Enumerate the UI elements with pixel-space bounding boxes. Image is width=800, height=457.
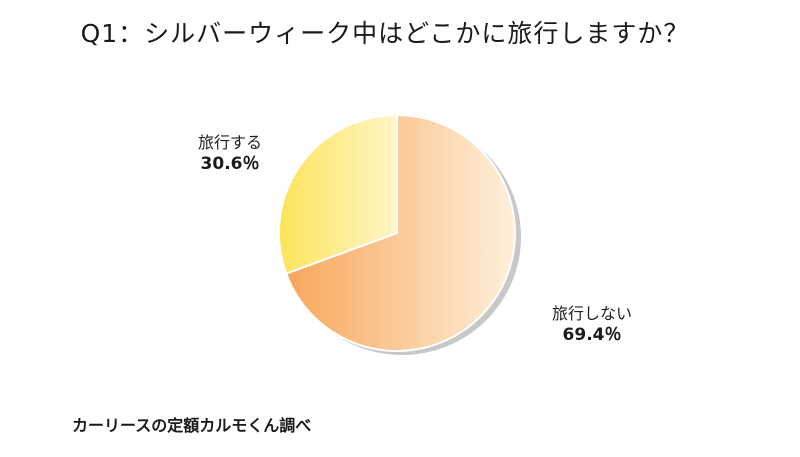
slice-value-no-travel: 69.4％: [562, 325, 622, 345]
slice-name-travel: 旅行する: [198, 133, 263, 152]
pie-slices: [278, 113, 516, 352]
slice-label-no-travel: 旅行しない 69.4％: [552, 304, 632, 346]
source-credit: カーリースの定額カルモくん調べ: [72, 416, 312, 435]
chart-title: Q1：シルバーウィーク中はどこかに旅行しますか？: [80, 19, 690, 48]
slice-name-no-travel: 旅行しない: [552, 304, 633, 323]
pie-slice-no-travel: [284, 113, 516, 352]
pie-slice-travel: [278, 113, 398, 275]
slice-label-travel: 旅行する 30.6％: [198, 133, 262, 175]
slice-value-travel: 30.6％: [200, 154, 260, 174]
